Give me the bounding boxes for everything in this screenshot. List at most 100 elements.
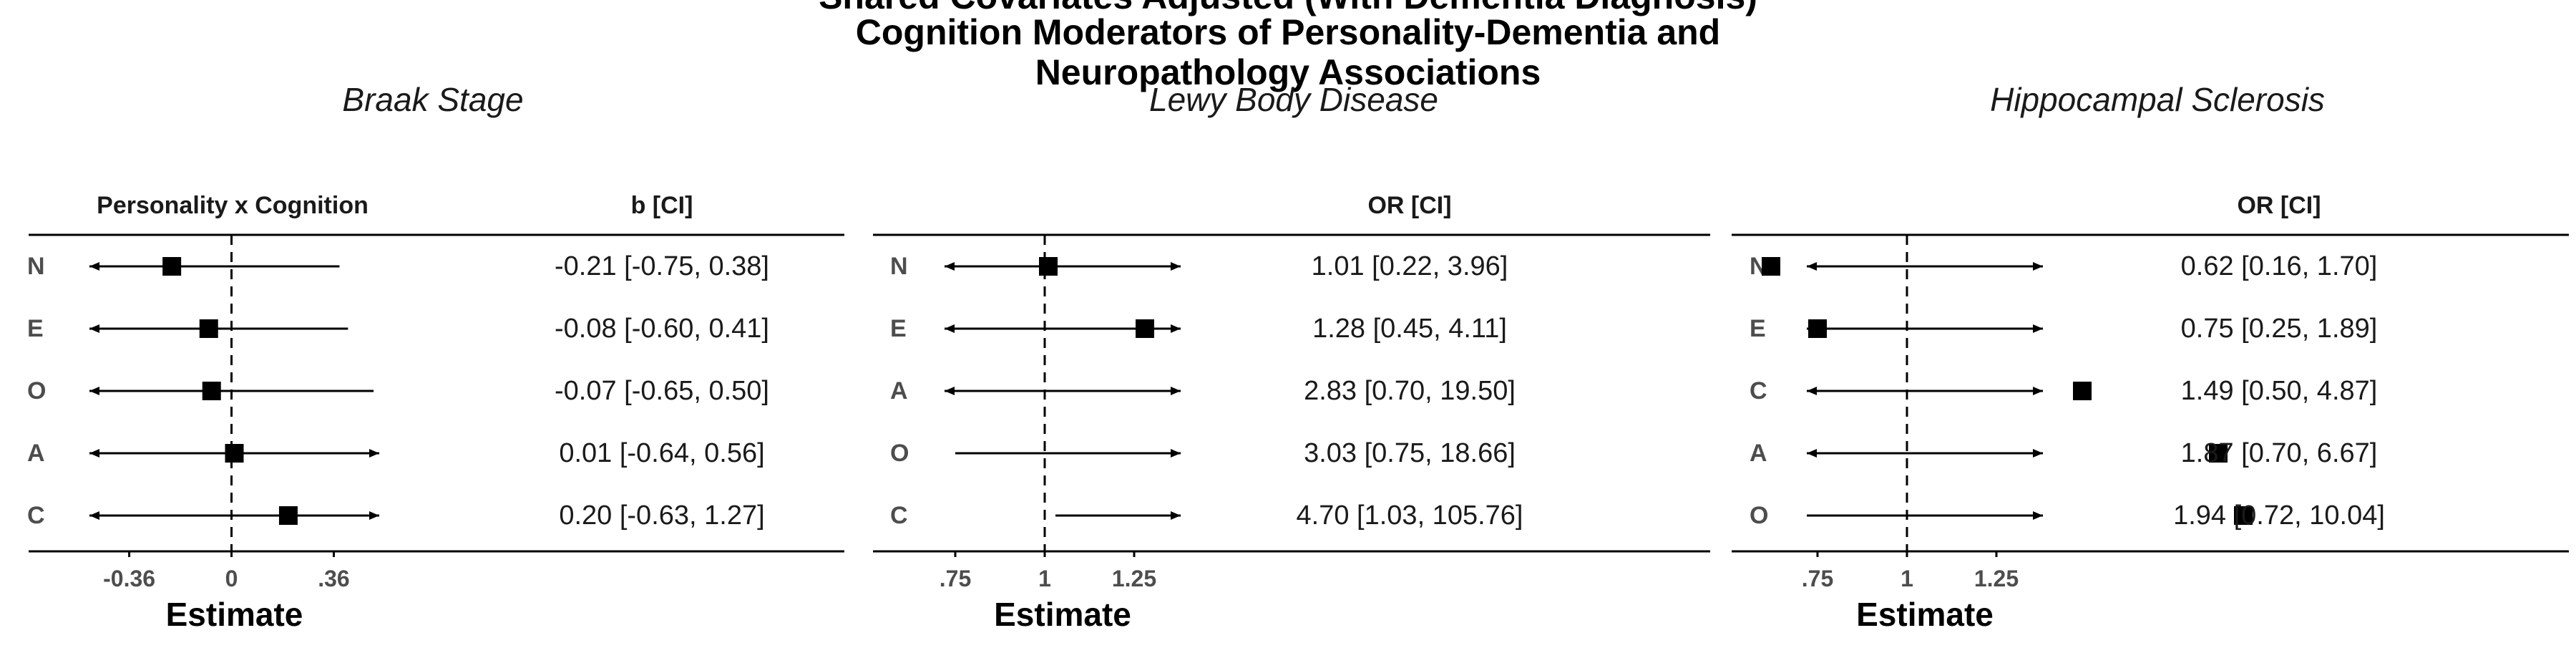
ci-arrow-right <box>2033 324 2043 333</box>
row-label: C <box>1750 377 1767 405</box>
estimate-ci-text: 1.94 [0.72, 10.04] <box>2173 500 2385 531</box>
ci-arrow-right <box>2033 511 2043 520</box>
figure-title-line-1: Shared Covariates Adjusted (With Dementi… <box>819 0 1757 16</box>
ci-arrow-right <box>2033 262 2043 271</box>
ci-arrow-right <box>1171 511 1181 520</box>
point-estimate <box>1808 319 1827 338</box>
ci-arrow-right <box>2033 387 2043 395</box>
ci-arrow-left <box>945 324 955 333</box>
row-label: C <box>890 502 908 529</box>
row-label: A <box>890 377 908 405</box>
estimate-column-header: b [CI] <box>631 192 693 219</box>
forest-row: O -0.07 [-0.65, 0.50] <box>27 376 769 406</box>
row-label: A <box>27 440 45 467</box>
estimate-ci-text: 1.87 [0.70, 6.67] <box>2181 438 2378 468</box>
estimate-ci-text: 4.70 [1.03, 105.76] <box>1297 500 1523 531</box>
estimate-ci-text: -0.08 [-0.60, 0.41] <box>555 314 769 344</box>
panel-2: Lewy Body Disease OR [CI] N 1.01 [0.22, 3.9… <box>873 81 1710 633</box>
figure-title-line-2: Cognition Moderators of Personality-Deme… <box>856 12 1720 52</box>
ci-arrow-right <box>369 511 379 520</box>
forest-row: A 0.01 [-0.64, 0.56] <box>27 438 765 468</box>
ci-arrow-right <box>1171 387 1181 395</box>
estimate-column-header: OR [CI] <box>1367 192 1451 219</box>
point-estimate <box>2234 506 2253 525</box>
forest-row: N 0.62 [0.16, 1.70] <box>1750 251 2377 281</box>
panels: Braak Stage Personality x Cognition b [CI]… <box>27 81 2569 633</box>
estimate-ci-text: 0.01 [-0.64, 0.56] <box>559 438 764 468</box>
row-label: C <box>27 502 45 529</box>
forest-row: E -0.08 [-0.60, 0.41] <box>27 314 769 344</box>
x-axis-label: Estimate <box>1856 596 1994 633</box>
point-estimate <box>278 506 298 525</box>
row-label: N <box>27 253 45 280</box>
ci-arrow-left <box>89 449 99 458</box>
estimate-ci-text: 0.20 [-0.63, 1.27] <box>559 500 764 531</box>
x-tick-label: .75 <box>1802 566 1833 591</box>
panel-title: Hippocampal Sclerosis <box>1990 81 2325 118</box>
estimate-ci-text: 1.01 [0.22, 3.96] <box>1312 251 1508 281</box>
ci-arrow-left <box>1807 449 1817 458</box>
point-estimate <box>2209 444 2228 463</box>
ci-arrow-left <box>89 324 99 333</box>
panel-3: Hippocampal Sclerosis OR [CI] N 0.62 [0.16,… <box>1732 81 2569 633</box>
ci-arrow-left <box>89 262 99 271</box>
estimate-column-header: OR [CI] <box>2237 192 2321 219</box>
forest-row: O 3.03 [0.75, 18.66] <box>890 438 1516 468</box>
x-tick-label: .75 <box>940 566 971 591</box>
ci-arrow-left <box>945 262 955 271</box>
panel-1: Braak Stage Personality x Cognition b [CI]… <box>27 81 844 633</box>
estimate-ci-text: -0.07 [-0.65, 0.50] <box>555 376 769 406</box>
estimate-ci-text: 0.75 [0.25, 1.89] <box>2181 314 2378 344</box>
ci-arrow-left <box>1807 262 1817 271</box>
forest-row: E 0.75 [0.25, 1.89] <box>1750 314 2377 344</box>
row-label: O <box>1750 502 1768 529</box>
forest-row: O 1.94 [0.72, 10.04] <box>1750 500 2385 531</box>
ci-arrow-right <box>369 449 379 458</box>
point-estimate <box>225 444 244 463</box>
estimate-ci-text: -0.21 [-0.75, 0.38] <box>555 251 769 281</box>
forest-row: N -0.21 [-0.75, 0.38] <box>27 251 769 281</box>
forest-row: A 1.87 [0.70, 6.67] <box>1750 438 2377 468</box>
x-tick-label: 1 <box>1901 566 1913 591</box>
forest-row: C 1.49 [0.50, 4.87] <box>1750 376 2377 406</box>
forest-row: E 1.28 [0.45, 4.11] <box>890 314 1507 344</box>
row-label: N <box>890 253 908 280</box>
forest-row: N 1.01 [0.22, 3.96] <box>890 251 1508 281</box>
ci-arrow-left <box>89 387 99 395</box>
estimate-ci-text: 2.83 [0.70, 19.50] <box>1304 376 1516 406</box>
point-estimate <box>162 257 182 276</box>
estimate-ci-text: 1.28 [0.45, 4.11] <box>1312 314 1507 344</box>
ci-arrow-right <box>1171 324 1181 333</box>
estimate-ci-text: 0.62 [0.16, 1.70] <box>2181 251 2378 281</box>
point-estimate <box>199 319 218 338</box>
forest-row: C 0.20 [-0.63, 1.27] <box>27 500 765 531</box>
point-estimate <box>1039 257 1058 276</box>
panel-title: Lewy Body Disease <box>1149 81 1438 118</box>
label-column-header: Personality x Cognition <box>97 192 369 219</box>
forest-row: C 4.70 [1.03, 105.76] <box>890 500 1523 531</box>
row-label: E <box>1750 315 1766 342</box>
ci-arrow-left <box>945 387 955 395</box>
x-tick-label: 1.25 <box>1974 566 2019 591</box>
ci-arrow-left <box>89 511 99 520</box>
x-tick-label: .36 <box>318 566 349 591</box>
x-tick-label: 1 <box>1038 566 1051 591</box>
x-tick-label: -0.36 <box>103 566 155 591</box>
x-axis-label: Estimate <box>166 596 303 633</box>
estimate-ci-text: 3.03 [0.75, 18.66] <box>1304 438 1516 468</box>
row-label: O <box>890 440 909 467</box>
row-label: E <box>27 315 44 342</box>
forest-row: A 2.83 [0.70, 19.50] <box>890 376 1516 406</box>
ci-arrow-right <box>2033 449 2043 458</box>
ci-arrow-right <box>1171 449 1181 458</box>
row-label: E <box>890 315 907 342</box>
ci-arrow-left <box>1807 387 1817 395</box>
x-axis-label: Estimate <box>994 596 1131 633</box>
point-estimate <box>1762 257 1780 276</box>
point-estimate <box>202 382 221 400</box>
row-label: A <box>1750 440 1767 467</box>
point-estimate <box>2073 382 2092 400</box>
panel-title: Braak Stage <box>342 81 523 118</box>
